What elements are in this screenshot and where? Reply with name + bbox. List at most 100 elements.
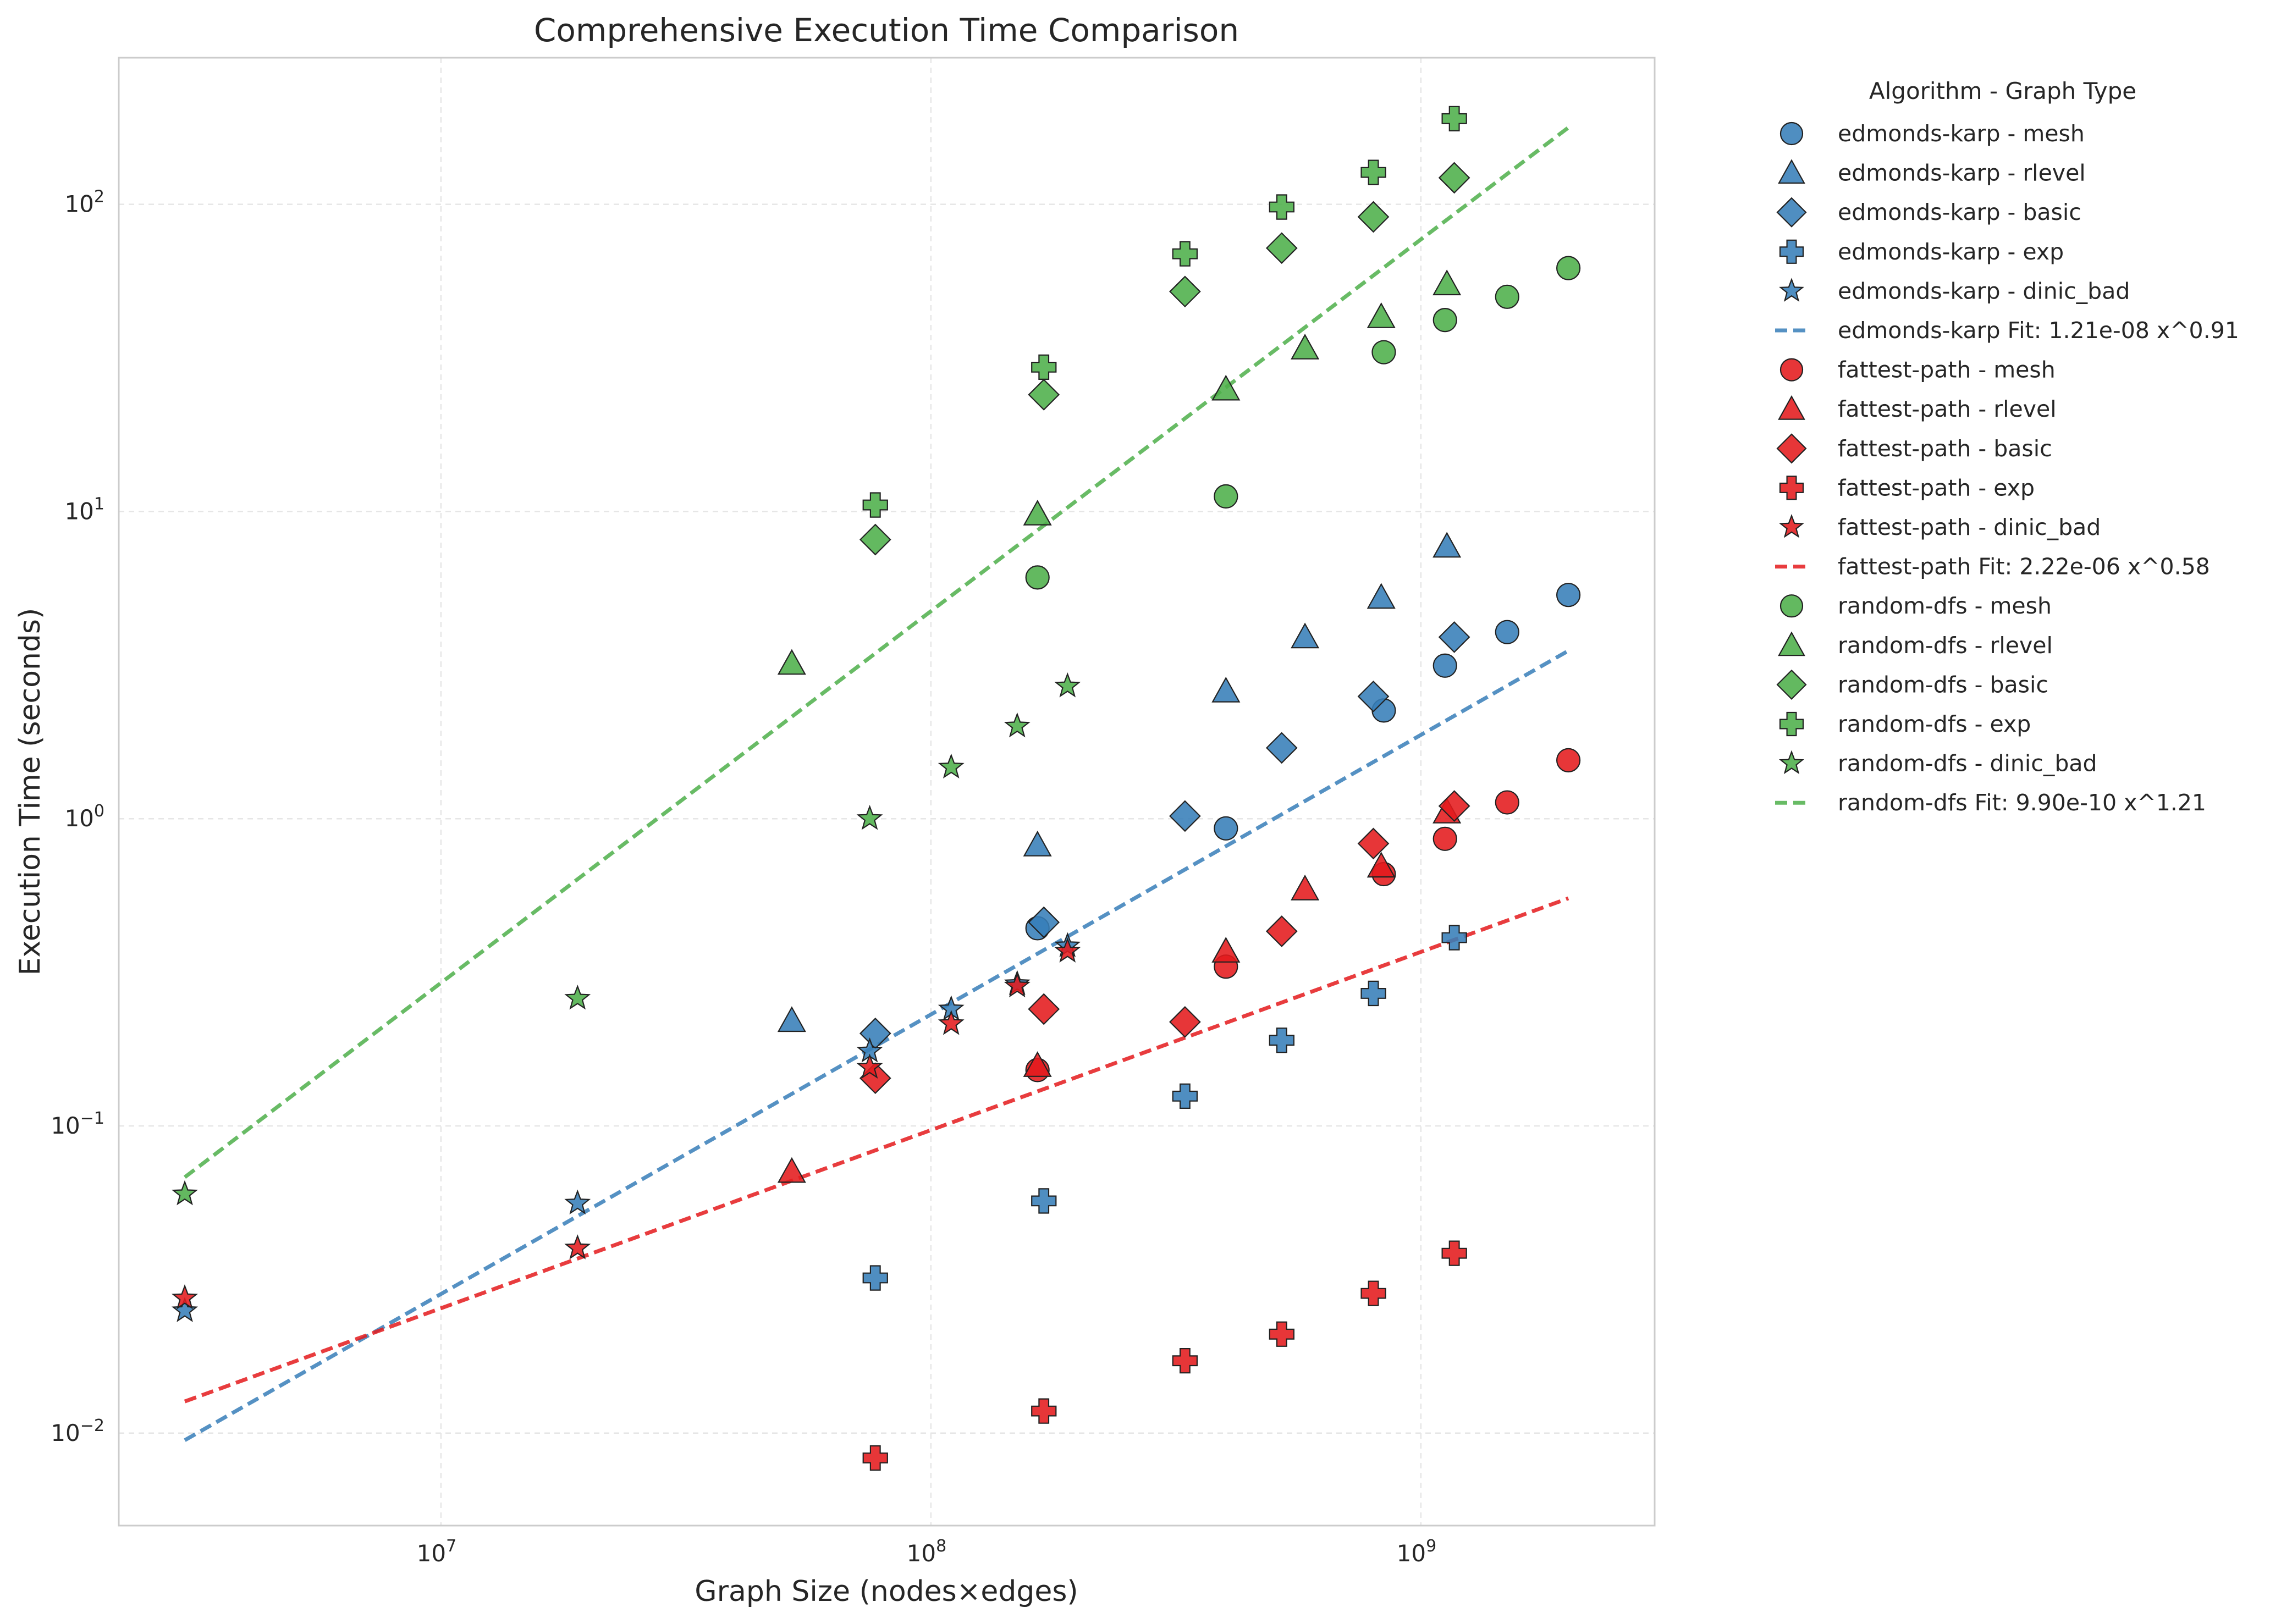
point-fattest-path-dinic-bad (564, 1234, 591, 1260)
legend-marker-triangle (1778, 159, 1805, 184)
point-fattest-path-mesh (1495, 790, 1519, 815)
point-random-dfs-mesh (1371, 340, 1396, 364)
point-random-dfs-dinic-bad (856, 804, 883, 830)
point-random-dfs-exp (1172, 241, 1198, 267)
point-edmonds-karp-exp (1360, 980, 1386, 1007)
legend-item-random-dfs-mesh: random-dfs - mesh (1779, 593, 2052, 619)
point-fattest-path-rlevel (1291, 874, 1320, 901)
legend-item-random-dfs-fit-9-90e-10-x-1-21: random-dfs Fit: 9.90e-10 x^1.21 (1775, 789, 2206, 816)
legend-label: fattest-path - mesh (1838, 357, 2056, 383)
x-tick-label: 107 (417, 1537, 457, 1567)
legend-item-fattest-path-mesh: fattest-path - mesh (1779, 357, 2056, 383)
point-random-dfs-basic (1357, 201, 1390, 233)
legend-marker-triangle (1778, 631, 1805, 656)
legend-marker-star (1778, 513, 1805, 538)
point-fattest-path-exp (1441, 1240, 1467, 1266)
point-random-dfs-rlevel (1291, 334, 1320, 360)
point-random-dfs-basic (1169, 275, 1201, 308)
legend-label: random-dfs - exp (1838, 711, 2031, 737)
legend-item-random-dfs-exp: random-dfs - exp (1779, 711, 2031, 737)
legend-marker-diamond (1776, 669, 1807, 700)
point-edmonds-karp-rlevel (1211, 676, 1241, 703)
legend-label: random-dfs - rlevel (1838, 632, 2053, 659)
point-fattest-path-exp (1172, 1348, 1198, 1374)
point-fattest-path-rlevel (1211, 937, 1241, 963)
x-tick-label: 109 (1397, 1537, 1437, 1567)
point-random-dfs-exp (1441, 106, 1467, 131)
legend-marker-star (1778, 278, 1805, 302)
legend-label: random-dfs - basic (1838, 671, 2048, 698)
legend-marker-plus (1779, 711, 1804, 737)
y-tick-label: 100 (64, 802, 104, 832)
point-random-dfs-mesh (1432, 308, 1457, 333)
point-fattest-path-mesh (1432, 826, 1457, 851)
legend-label: edmonds-karp - dinic_bad (1838, 278, 2130, 304)
point-random-dfs-basic (1265, 232, 1298, 264)
point-edmonds-karp-rlevel (1291, 622, 1320, 649)
legend-item-edmonds-karp-mesh: edmonds-karp - mesh (1779, 120, 2085, 147)
legend-item-fattest-path-rlevel: fattest-path - rlevel (1778, 395, 2057, 422)
point-random-dfs-dinic-bad (564, 984, 591, 1010)
point-fattest-path-basic (1357, 827, 1390, 860)
point-fattest-path-exp (1360, 1280, 1386, 1306)
x-axis-label: Graph Size (nodes×edges) (695, 1575, 1078, 1608)
point-random-dfs-exp (862, 492, 888, 518)
point-random-dfs-basic (1028, 379, 1060, 411)
legend-marker-plus (1779, 476, 1804, 500)
point-fattest-path-basic (1438, 790, 1470, 822)
legend-item-fattest-path-basic: fattest-path - basic (1776, 433, 2052, 464)
point-edmonds-karp-basic (1438, 621, 1470, 653)
point-random-dfs-dinic-bad (1004, 712, 1031, 738)
point-random-dfs-basic (859, 523, 891, 556)
point-fattest-path-basic (1169, 1006, 1201, 1038)
point-fattest-path-rlevel (777, 1157, 806, 1183)
legend-marker-circle (1779, 121, 1804, 146)
point-fattest-path-dinic-bad (938, 1010, 965, 1035)
legend-marker-circle (1779, 358, 1804, 382)
legend-item-fattest-path-exp: fattest-path - exp (1779, 474, 2035, 501)
point-edmonds-karp-rlevel (1367, 583, 1396, 609)
point-fattest-path-dinic-bad (1004, 972, 1031, 998)
legend-label: random-dfs - mesh (1838, 593, 2052, 619)
legend-label: edmonds-karp Fit: 1.21e-08 x^0.91 (1838, 317, 2239, 344)
legend-item-random-dfs-rlevel: random-dfs - rlevel (1778, 631, 2053, 659)
legend-item-fattest-path-dinic-bad: fattest-path - dinic_bad (1778, 513, 2101, 540)
legend-item-edmonds-karp-rlevel: edmonds-karp - rlevel (1778, 159, 2086, 186)
point-edmonds-karp-mesh (1556, 583, 1581, 607)
point-random-dfs-exp (1031, 354, 1057, 380)
legend-label: fattest-path - dinic_bad (1838, 514, 2101, 540)
legend-label: edmonds-karp - rlevel (1838, 160, 2086, 186)
fit-line-fattest-path (184, 896, 1569, 1404)
legend-marker-star (1778, 750, 1805, 775)
point-random-dfs-mesh (1556, 256, 1581, 280)
legend-items: edmonds-karp - mesh edmonds-karp - rlevel… (1775, 120, 2239, 816)
legend-label: random-dfs Fit: 9.90e-10 x^1.21 (1838, 789, 2206, 816)
legend-item-edmonds-karp-dinic-bad: edmonds-karp - dinic_bad (1778, 278, 2130, 304)
point-random-dfs-rlevel (777, 649, 806, 675)
legend-marker-diamond (1776, 433, 1807, 464)
point-random-dfs-exp (1360, 159, 1386, 185)
chart-title: Comprehensive Execution Time Comparison (534, 12, 1239, 49)
point-edmonds-karp-rlevel (1023, 830, 1052, 857)
y-tick-label: 10−1 (51, 1109, 104, 1139)
legend-item-edmonds-karp-basic: edmonds-karp - basic (1776, 197, 2081, 228)
plot-frame (118, 57, 1656, 1527)
point-edmonds-karp-mesh (1432, 653, 1457, 678)
point-random-dfs-dinic-bad (171, 1180, 199, 1206)
x-axis-ticks: 107 108 109 (417, 1537, 1437, 1567)
point-random-dfs-rlevel (1432, 269, 1462, 296)
y-tick-label: 10−2 (51, 1416, 104, 1446)
legend-item-edmonds-karp-fit-1-21e-08-x-0-91: edmonds-karp Fit: 1.21e-08 x^0.91 (1775, 317, 2239, 344)
legend-item-fattest-path-fit-2-22e-06-x-0-58: fattest-path Fit: 2.22e-06 x^0.58 (1775, 554, 2210, 580)
point-fattest-path-basic (1028, 993, 1060, 1025)
point-edmonds-karp-exp (1269, 1028, 1294, 1053)
point-fattest-path-mesh (1556, 748, 1581, 772)
y-tick-label: 101 (64, 494, 104, 524)
y-axis-ticks: 10−2 10−1 100 101 102 (51, 187, 104, 1446)
legend-label: edmonds-karp - exp (1838, 239, 2064, 265)
legend-marker-circle (1779, 594, 1804, 618)
point-random-dfs-mesh (1025, 565, 1050, 590)
y-axis-label: Execution Time (seconds) (14, 608, 47, 976)
legend-label: random-dfs - dinic_bad (1838, 750, 2097, 777)
